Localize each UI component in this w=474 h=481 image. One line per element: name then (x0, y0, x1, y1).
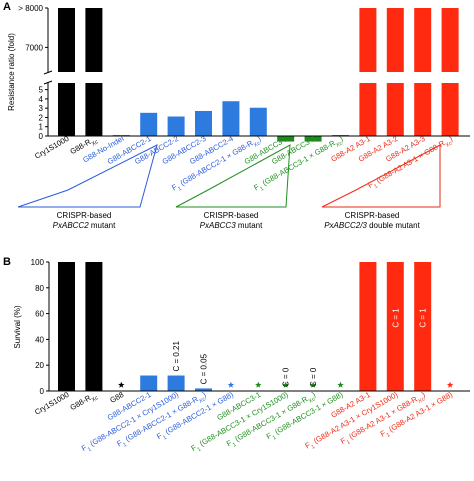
bar-b-14 (414, 262, 432, 391)
y-tick-label-b: 60 (35, 310, 44, 319)
group-sublabel-2: PxABCC3 mutant (200, 221, 263, 230)
axis-break-mark-upper (43, 70, 53, 75)
significance-star (309, 381, 317, 388)
y-tick-label-a: 5 (39, 86, 44, 95)
bar-a-9 (277, 136, 295, 142)
panel-b-chart: B 0 20 40 60 80 100 Survival (%) C = 0.21 C = 0.0… (3, 256, 470, 453)
significance-star (118, 381, 125, 388)
c-value-annotation: C = 1 (391, 308, 400, 328)
bar-b-13 (386, 262, 404, 391)
significance-star (337, 381, 344, 388)
y-tick-label-a: 2 (39, 113, 44, 122)
y-axis-title-b: Survival (%) (13, 305, 22, 348)
c-value-annotation: C = 0.05 (200, 353, 209, 384)
bar-b-4 (140, 375, 158, 391)
y-axis-title-a: Resistance ratio (fold) (7, 33, 16, 111)
bar-b-5 (167, 375, 185, 391)
y-tick-label-b: 20 (35, 361, 44, 370)
y-tick-label-a: 3 (39, 104, 44, 113)
c-value-annotation: C = 0 (282, 367, 291, 387)
panel-b-letter: B (3, 256, 11, 268)
axis-break-gap (49, 72, 469, 83)
bar-a-6 (195, 110, 212, 136)
bar-b-12 (359, 262, 377, 391)
y-tick-label-a: 1 (39, 123, 44, 132)
group-label-2: CRISPR-based (204, 211, 259, 220)
x-label-b-3: G88 (108, 390, 125, 405)
y-tick-label-a: > 8000 (18, 4, 43, 13)
y-tick-label-a: 7000 (25, 43, 43, 52)
y-tick-label-b: 0 (40, 387, 45, 396)
bar-a-10 (304, 136, 322, 142)
group-sublabel-1: PxABCC2 mutant (53, 221, 116, 230)
significance-star (282, 381, 289, 388)
x-label-b-2: G88-RXc (68, 390, 99, 415)
group-sublabel-3: PxABCC2/3 double mutant (324, 221, 420, 230)
group-label-3: CRISPR-based (345, 211, 400, 220)
bar-a-7 (222, 101, 240, 136)
bar-b-1 (58, 262, 75, 391)
y-tick-label-b: 100 (31, 258, 45, 267)
axis-break-mark-lower (43, 80, 53, 85)
y-tick-label-b: 40 (35, 335, 44, 344)
c-value-annotation: C = 0.21 (172, 341, 181, 372)
bar-a-8 (249, 107, 267, 136)
significance-star (227, 381, 235, 388)
group-label-1: CRISPR-based (57, 211, 112, 220)
bar-b-6 (195, 388, 212, 391)
y-tick-label-a: 0 (39, 132, 44, 141)
c-value-annotation: C = 1 (419, 308, 428, 328)
bar-a-4 (140, 112, 158, 136)
significance-star (446, 381, 454, 388)
y-tick-label-b: 80 (35, 284, 44, 293)
group-bracket-3 (321, 144, 441, 208)
bar-b-2 (85, 262, 103, 391)
bar-a-5 (167, 116, 185, 136)
group-bracket-2 (175, 144, 291, 208)
y-tick-label-a: 4 (39, 95, 44, 104)
c-value-annotation: C = 0 (309, 367, 318, 387)
significance-star (255, 381, 262, 388)
group-bracket-1 (17, 144, 158, 208)
panel-a-letter: A (3, 1, 11, 13)
